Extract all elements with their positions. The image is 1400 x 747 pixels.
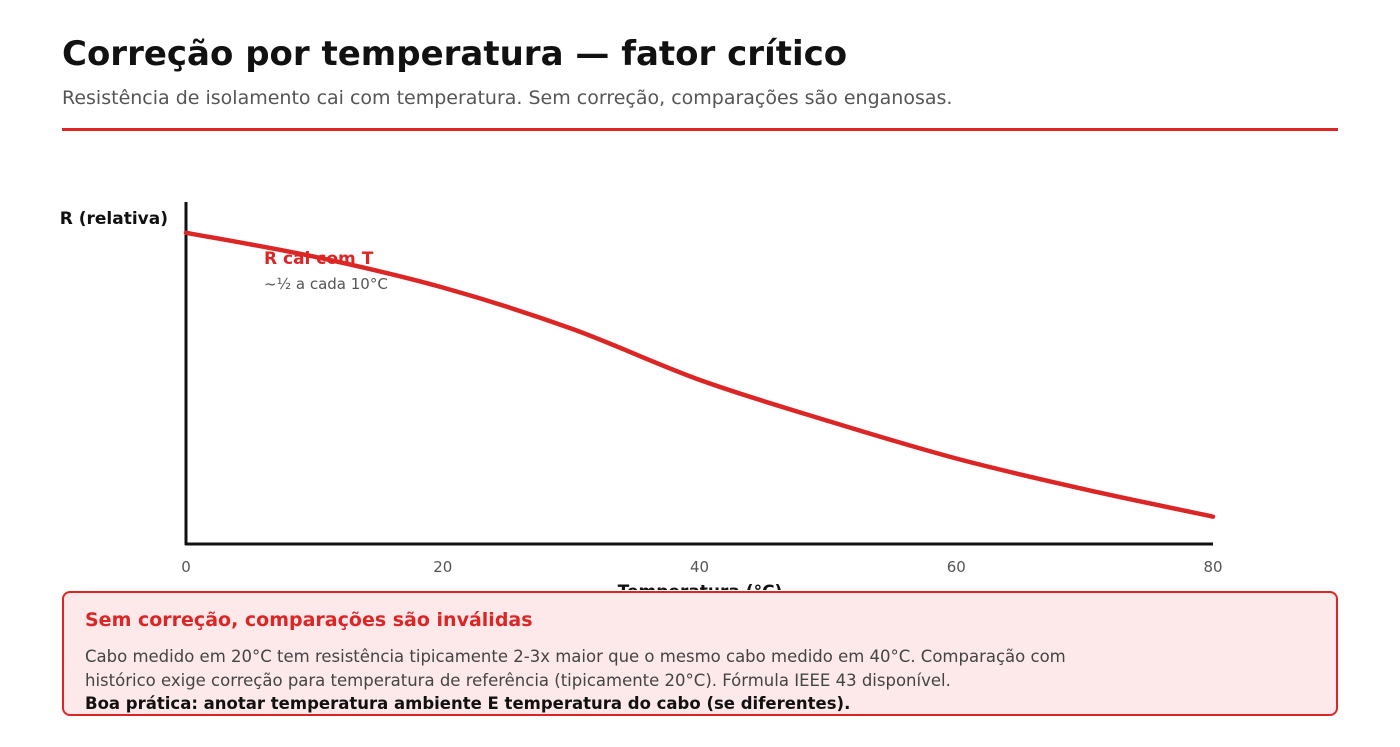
warning-callout: Sem correção, comparações são inválidas … [62,591,1338,716]
header-divider [62,128,1338,131]
annotation-half-per-10c: ~½ a cada 10°C [264,275,388,293]
callout-best-practice: Boa prática: anotar temperatura ambiente… [85,694,851,713]
annotation-r-falls: R cai com T [264,249,374,269]
x-tick-label: 0 [181,558,191,576]
series-line-r-vs-t [183,230,1216,519]
x-tick-label: 40 [690,558,709,576]
page-title: Correção por temperatura — fator crítico [62,34,848,74]
x-tick-label: 60 [947,558,966,576]
x-tick-label: 20 [433,558,452,576]
page-subtitle: Resistência de isolamento cai com temper… [62,87,953,109]
callout-title: Sem correção, comparações são inválidas [85,609,533,631]
callout-body: Cabo medido em 20°C tem resistência tipi… [85,647,1066,690]
x-axis-label: Temperatura (°C) [618,582,783,590]
x-tick-labels: 0 20 40 60 80 [181,558,1222,576]
y-axis-label: R (relativa) [60,209,168,229]
temperature-correction-chart: R (relativa) 0 20 40 60 80 R cai com T ~½ a … [60,202,1223,590]
x-tick-label: 80 [1203,558,1222,576]
